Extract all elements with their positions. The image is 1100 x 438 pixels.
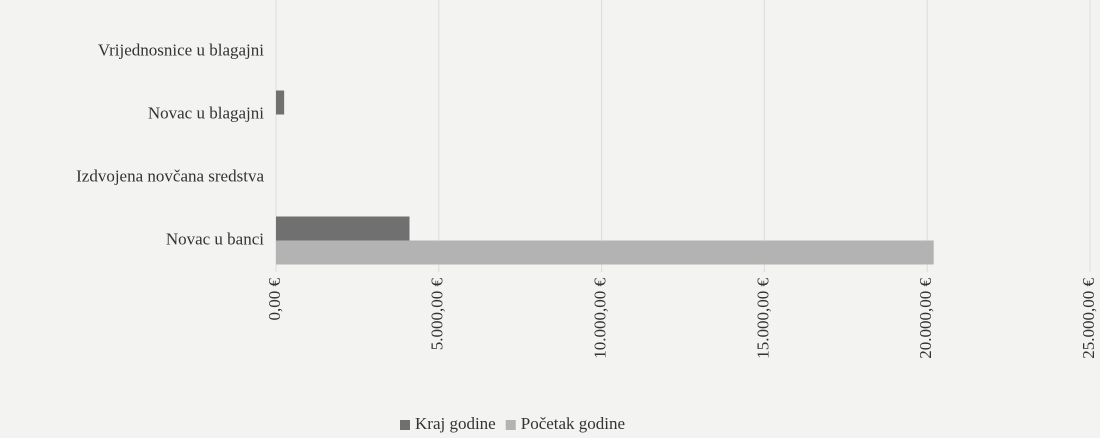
x-tick-label: 15.000,00 €: [753, 278, 772, 359]
legend-swatch: [400, 420, 410, 430]
y-tick-label: Izdvojena novčana sredstva: [76, 166, 264, 185]
legend-label: Početak godine: [521, 414, 625, 433]
y-tick-label: Novac u blagajni: [148, 103, 264, 122]
x-tick-label: 10.000,00 €: [591, 278, 610, 359]
x-tick-label: 5.000,00 €: [428, 278, 447, 351]
x-tick-label: 20.000,00 €: [916, 278, 935, 359]
x-tick-label: 0,00 €: [265, 278, 284, 321]
legend-label: Kraj godine: [415, 414, 496, 433]
y-tick-label: Novac u banci: [166, 229, 264, 248]
bar: [276, 90, 285, 115]
bar: [276, 240, 934, 265]
x-tick-label: 25.000,00 €: [1079, 278, 1098, 359]
y-tick-label: Vrijednosnice u blagajni: [98, 40, 264, 59]
legend-swatch: [505, 420, 516, 430]
bar: [276, 216, 410, 241]
